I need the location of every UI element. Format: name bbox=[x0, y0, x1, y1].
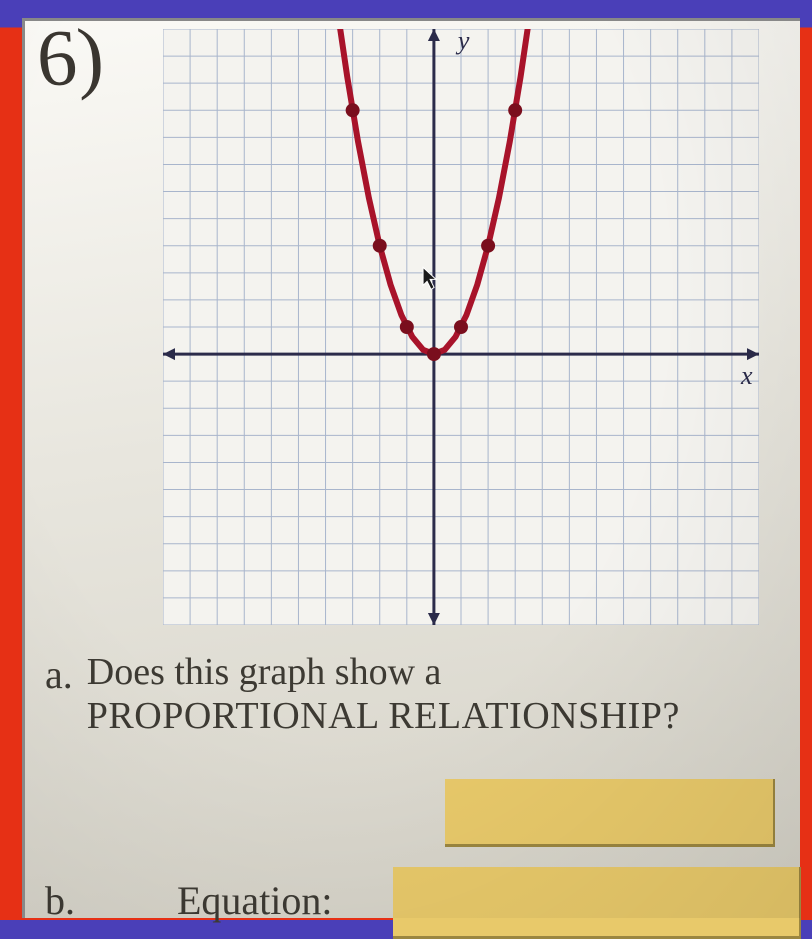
equation-label: Equation: bbox=[177, 877, 333, 924]
svg-text:x: x bbox=[740, 361, 753, 390]
graph-svg: yx bbox=[163, 29, 759, 625]
coordinate-graph: yx bbox=[163, 29, 759, 625]
question-b-letter: b. bbox=[45, 877, 75, 924]
question-a-letter: a. bbox=[45, 651, 73, 698]
answer-box-a[interactable] bbox=[445, 779, 775, 847]
question-a-line1: Does this graph show a bbox=[87, 651, 442, 693]
question-a-row: a. Does this graph show a PROPORTIONAL R… bbox=[45, 651, 680, 738]
question-a-text: Does this graph show a PROPORTIONAL RELA… bbox=[87, 651, 680, 738]
worksheet-page: 6) yx a. Does this graph show a PROPORTI… bbox=[22, 18, 800, 918]
svg-text:y: y bbox=[455, 29, 470, 55]
problem-number: 6) bbox=[35, 11, 106, 105]
answer-box-b[interactable] bbox=[393, 867, 801, 939]
question-b-row: b. bbox=[45, 877, 75, 924]
question-a-line2: PROPORTIONAL RELATIONSHIP? bbox=[87, 695, 680, 737]
